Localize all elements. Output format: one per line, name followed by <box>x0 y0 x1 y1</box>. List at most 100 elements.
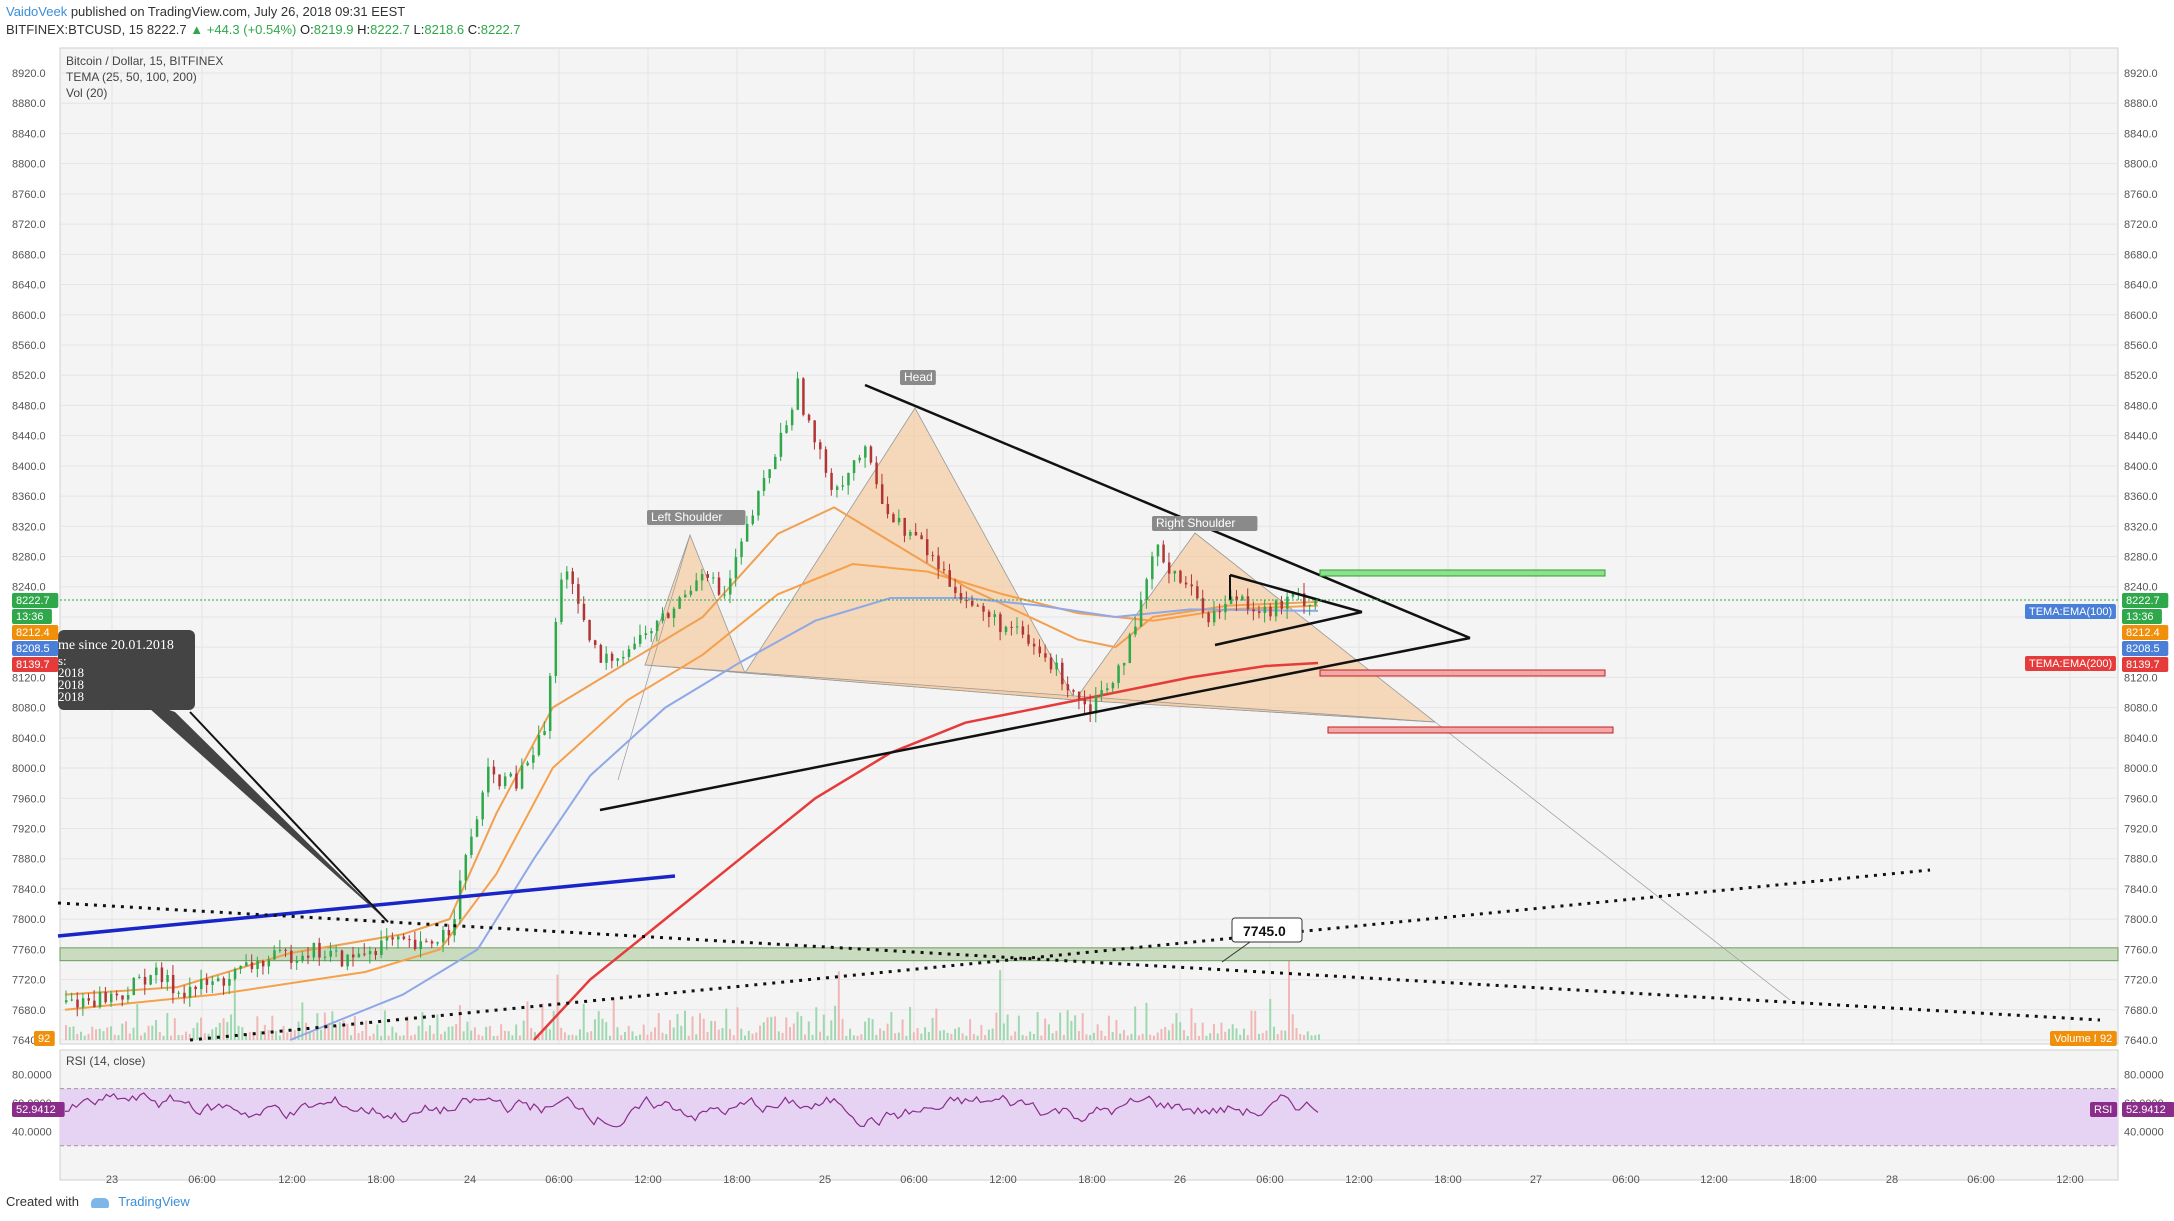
x-tick-label: 27 <box>1530 1174 1542 1186</box>
label-rsi-box <box>2090 1102 2118 1117</box>
price-chart[interactable]: 8920.0 8920.0 8880.0 8880.0 8840.0 8840.0 8800… <box>0 42 2174 1187</box>
candle-body <box>166 975 169 983</box>
candle-body <box>852 460 856 474</box>
left-price-tag: 8139.7 <box>16 659 50 671</box>
volume-bar <box>421 1012 424 1040</box>
low-label: L: <box>413 22 425 37</box>
volume-bar <box>147 1025 150 1040</box>
candle-body <box>1139 600 1143 627</box>
volume-bar <box>511 1035 514 1040</box>
triangle-upper-line <box>864 383 1471 640</box>
volume-bar <box>128 1033 131 1040</box>
volume-bar <box>136 1004 139 1040</box>
candle-body <box>171 975 175 994</box>
volume-bar <box>714 1021 717 1040</box>
candle-body <box>655 620 659 632</box>
volume-bar <box>792 1023 795 1040</box>
volume-bar <box>203 1033 206 1040</box>
volume-bar <box>140 1035 143 1040</box>
candle-body <box>1167 562 1171 574</box>
candle-body <box>982 605 985 612</box>
candle-body <box>903 517 906 536</box>
candle-body <box>1179 570 1182 583</box>
candle-body <box>453 919 456 936</box>
volume-bar <box>155 1020 158 1040</box>
y-tick-label: 8240.0 <box>2124 582 2158 594</box>
volume-bar <box>800 1016 803 1040</box>
author-link[interactable]: VaidoVeek <box>6 4 68 19</box>
volume-bar <box>976 1035 979 1040</box>
x-tick-label: 06:00 <box>1256 1174 1284 1186</box>
y-tick-label-left: 8560.0 <box>12 340 46 352</box>
volume-bar <box>751 1033 754 1040</box>
rsi-value-tag-left-box <box>12 1102 65 1117</box>
candle-body <box>830 472 833 490</box>
high-value: 8222.7 <box>370 22 410 37</box>
candle-body <box>487 766 490 793</box>
y-tick-label-left: 8000.0 <box>12 763 46 775</box>
candle-body <box>734 557 738 579</box>
candle-body <box>306 955 310 958</box>
candle-body <box>177 992 181 994</box>
volume-bar <box>867 1017 870 1040</box>
volume-bar <box>106 1027 109 1040</box>
open-value: 8219.9 <box>313 22 354 37</box>
x-tick-label: 12:00 <box>278 1174 306 1186</box>
volume-bar <box>1115 1019 1118 1040</box>
candle-body <box>1010 626 1013 628</box>
candle-body <box>1072 690 1075 692</box>
label-right-shoulder-box <box>1152 516 1258 531</box>
candle-body <box>582 603 586 620</box>
candle-body <box>1117 665 1120 684</box>
volume-bar <box>721 1027 724 1040</box>
volume-bar <box>177 1034 180 1040</box>
left-price-tag-box <box>12 657 59 672</box>
candle-body <box>295 961 299 963</box>
volume-bar <box>567 1035 570 1040</box>
candle-body <box>965 600 968 602</box>
candle-body <box>1055 662 1058 670</box>
volume-bars <box>65 958 1320 1040</box>
volume-bar <box>507 1031 510 1040</box>
candle-body <box>1021 626 1025 635</box>
volume-bar <box>608 1035 611 1040</box>
volume-bar <box>245 1035 248 1040</box>
volume-bar <box>1284 1030 1287 1040</box>
right-price-tag: 8212.4 <box>2126 627 2160 639</box>
volume-bar <box>1299 1034 1302 1040</box>
volume-bar <box>901 1019 904 1040</box>
volume-bar <box>410 1035 413 1040</box>
volume-bar <box>1047 1024 1050 1040</box>
candle-body <box>143 976 147 985</box>
candle-body <box>273 950 276 960</box>
volume-bar <box>1261 1032 1264 1040</box>
right-price-tag: 8208.5 <box>2126 643 2160 655</box>
volume-bar <box>440 1034 443 1040</box>
y-tick-label: 8400.0 <box>2124 461 2158 473</box>
label-tema200: TEMA:EMA(200) <box>2029 658 2112 670</box>
volume-bar <box>275 1031 278 1040</box>
volume-bar <box>875 1034 878 1040</box>
candle-body <box>475 819 479 837</box>
y-tick-label: 8120.0 <box>2124 672 2158 684</box>
volume-bar <box>387 1035 390 1040</box>
right-price-tag: 13:36 <box>2126 611 2154 623</box>
candle-body <box>188 986 192 998</box>
y-tick-label: 8280.0 <box>2124 552 2158 564</box>
candle-body <box>835 486 839 490</box>
candle-body <box>1151 556 1154 580</box>
volume-bar <box>1190 1008 1193 1040</box>
y-tick-label: 8760.0 <box>2124 189 2158 201</box>
volume-bar <box>1160 1028 1163 1040</box>
volume-bar <box>492 1035 495 1040</box>
candle-body <box>245 962 248 966</box>
candle-body <box>1257 611 1261 614</box>
y-tick-label: 8680.0 <box>2124 249 2158 261</box>
support-zone-band <box>59 947 2119 962</box>
candle-body <box>1004 626 1008 633</box>
triangle-lower-line <box>599 636 1471 812</box>
y-tick-label: 7680.0 <box>2124 1005 2158 1017</box>
tradingview-link[interactable]: TradingView <box>118 1194 190 1209</box>
volume-bar <box>518 1035 521 1040</box>
candle-body <box>1100 690 1103 696</box>
